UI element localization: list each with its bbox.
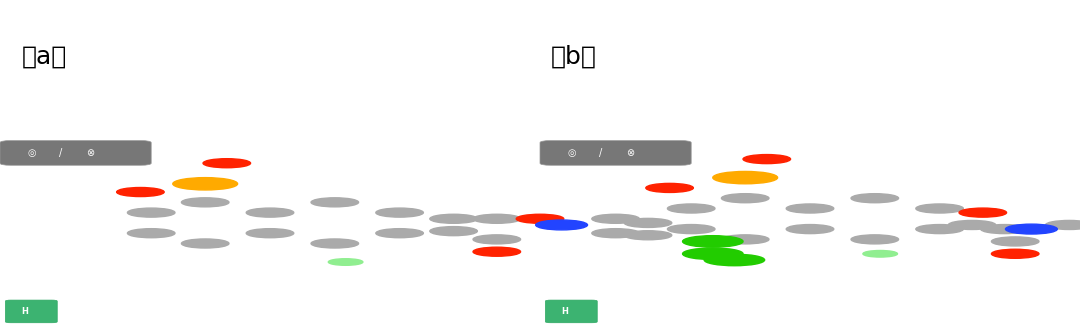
Circle shape <box>516 214 564 223</box>
Circle shape <box>1067 210 1080 215</box>
Circle shape <box>311 198 359 207</box>
Circle shape <box>721 235 769 244</box>
Circle shape <box>646 183 693 193</box>
Text: H: H <box>562 307 568 316</box>
Circle shape <box>462 212 488 217</box>
Circle shape <box>430 214 477 223</box>
Circle shape <box>127 208 175 217</box>
FancyBboxPatch shape <box>5 300 57 323</box>
Circle shape <box>328 259 363 265</box>
Circle shape <box>203 159 251 168</box>
Circle shape <box>948 220 996 229</box>
Circle shape <box>41 218 67 223</box>
Text: ⊗: ⊗ <box>86 148 95 158</box>
Circle shape <box>624 227 650 231</box>
Circle shape <box>657 198 683 203</box>
Text: H: H <box>22 307 28 316</box>
Circle shape <box>462 241 488 246</box>
Circle shape <box>959 208 1007 217</box>
Circle shape <box>246 229 294 238</box>
Circle shape <box>667 204 715 213</box>
Circle shape <box>473 214 521 223</box>
Circle shape <box>851 235 899 244</box>
Circle shape <box>505 210 531 215</box>
Circle shape <box>981 224 1028 234</box>
FancyBboxPatch shape <box>0 140 151 165</box>
Circle shape <box>667 224 715 234</box>
Circle shape <box>419 235 445 240</box>
Circle shape <box>704 254 765 266</box>
Circle shape <box>505 241 531 246</box>
Circle shape <box>786 204 834 213</box>
Circle shape <box>246 208 294 217</box>
Circle shape <box>916 224 963 234</box>
Circle shape <box>473 235 521 244</box>
Circle shape <box>970 216 996 221</box>
Circle shape <box>592 229 639 238</box>
Circle shape <box>354 192 380 197</box>
FancyBboxPatch shape <box>545 300 597 323</box>
Circle shape <box>624 218 672 227</box>
Circle shape <box>916 204 963 213</box>
Circle shape <box>959 235 985 240</box>
Text: /: / <box>59 148 63 158</box>
Circle shape <box>376 229 423 238</box>
Circle shape <box>732 243 758 248</box>
Circle shape <box>959 198 985 203</box>
Circle shape <box>117 202 143 207</box>
Circle shape <box>592 214 639 223</box>
Text: ◎: ◎ <box>567 148 576 158</box>
Circle shape <box>419 210 445 215</box>
Circle shape <box>192 247 218 252</box>
Circle shape <box>721 194 769 203</box>
Circle shape <box>181 239 229 248</box>
Circle shape <box>657 239 683 244</box>
Circle shape <box>991 249 1039 258</box>
Circle shape <box>289 192 315 197</box>
Circle shape <box>624 231 672 240</box>
Circle shape <box>117 188 164 197</box>
Circle shape <box>1035 216 1061 221</box>
Circle shape <box>829 190 855 195</box>
Circle shape <box>430 227 477 236</box>
Circle shape <box>127 229 175 238</box>
Circle shape <box>894 190 920 195</box>
Circle shape <box>683 236 743 247</box>
Circle shape <box>657 212 683 217</box>
Circle shape <box>657 235 683 240</box>
Circle shape <box>624 210 650 215</box>
Circle shape <box>851 194 899 203</box>
Circle shape <box>536 220 588 230</box>
Text: （a）: （a） <box>22 45 67 69</box>
Text: ◎: ◎ <box>27 148 36 158</box>
Circle shape <box>683 248 743 260</box>
Circle shape <box>1005 224 1057 234</box>
Circle shape <box>863 250 897 257</box>
Circle shape <box>311 239 359 248</box>
Circle shape <box>117 239 143 244</box>
Circle shape <box>289 247 315 252</box>
Circle shape <box>743 155 791 164</box>
Text: （b）: （b） <box>551 45 596 69</box>
Circle shape <box>829 243 855 248</box>
FancyBboxPatch shape <box>540 140 691 165</box>
Circle shape <box>1002 243 1028 248</box>
Circle shape <box>991 237 1039 246</box>
Circle shape <box>181 198 229 207</box>
Circle shape <box>173 178 238 190</box>
Circle shape <box>376 208 423 217</box>
Circle shape <box>581 210 607 215</box>
Text: ⊗: ⊗ <box>626 148 635 158</box>
Circle shape <box>473 247 521 256</box>
Circle shape <box>613 202 639 207</box>
Circle shape <box>786 224 834 234</box>
Circle shape <box>41 227 67 231</box>
Circle shape <box>1045 220 1080 229</box>
Text: /: / <box>599 148 603 158</box>
Circle shape <box>713 171 778 184</box>
